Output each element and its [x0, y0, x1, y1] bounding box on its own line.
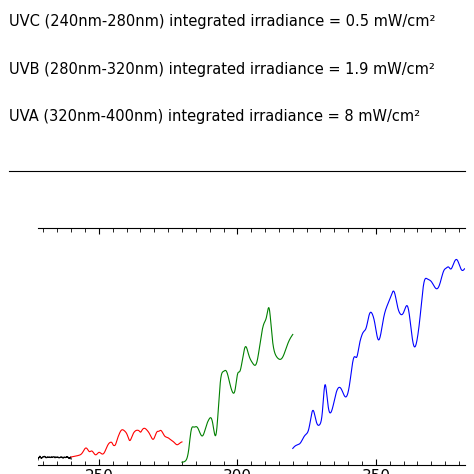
Text: UVC (240nm-280nm) integrated irradiance = 0.5 mW/cm²: UVC (240nm-280nm) integrated irradiance …: [9, 14, 436, 29]
Text: UVA (320nm-400nm) integrated irradiance = 8 mW/cm²: UVA (320nm-400nm) integrated irradiance …: [9, 109, 420, 124]
Text: UVB (280nm-320nm) integrated irradiance = 1.9 mW/cm²: UVB (280nm-320nm) integrated irradiance …: [9, 62, 435, 77]
